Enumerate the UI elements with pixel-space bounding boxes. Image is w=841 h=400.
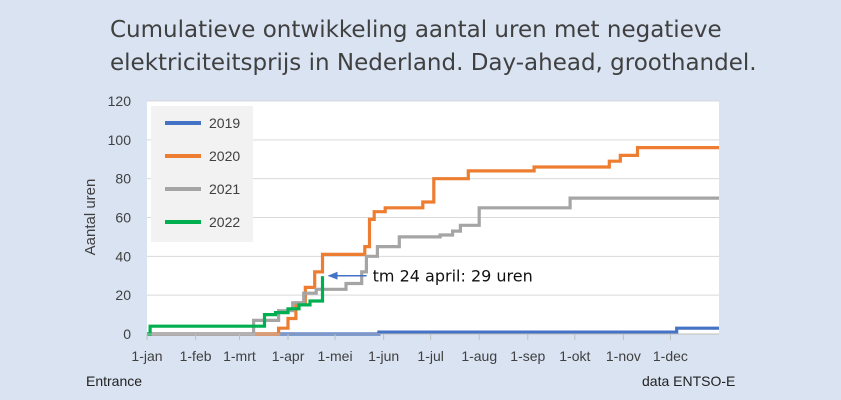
annotations: tm 24 april: 29 uren	[327, 267, 533, 286]
y-tick-label: 100	[108, 132, 132, 148]
legend-label-2019: 2019	[209, 115, 240, 131]
axes: 0 20 40 60 80 100 120 1-jan 1-feb 1-mrt 1-apr 1-mei…	[108, 93, 719, 364]
chart-title-line-2: elektriciteitsprijs in Nederland. Day-ah…	[110, 50, 757, 76]
legend-label-2022: 2022	[209, 214, 240, 230]
legend-label-2020: 2020	[209, 148, 240, 164]
footer-source-left: Entrance	[86, 373, 143, 389]
series-line-2022	[147, 276, 325, 336]
legend: 2019 2020 2021 2022	[151, 106, 253, 242]
annotation-text: tm 24 april: 29 uren	[373, 267, 533, 286]
y-tick-label: 120	[108, 93, 132, 109]
x-tick-label: 1-mrt	[223, 348, 256, 364]
y-tick-label: 40	[115, 248, 131, 264]
legend-box	[151, 106, 253, 242]
x-tick-label: 1-sep	[510, 348, 545, 364]
x-tick-label: 1-jan	[131, 348, 162, 364]
footer-source-right: data ENTSO-E	[642, 373, 736, 389]
x-tick-label: 1-mei	[318, 348, 353, 364]
y-tick-label: 80	[115, 171, 131, 187]
y-axis-title: Aantal uren	[82, 179, 99, 256]
x-tick-label: 1-aug	[461, 348, 497, 364]
legend-label-2021: 2021	[209, 181, 240, 197]
y-tick-label: 0	[123, 326, 131, 342]
x-tick-label: 1-jun	[368, 348, 399, 364]
series-line-2020	[147, 146, 719, 336]
chart-title: Cumulatieve ontwikkeling aantal uren met…	[110, 14, 810, 80]
x-tick-label: 1-feb	[180, 348, 212, 364]
x-tick-label: 1-okt	[559, 348, 590, 364]
y-tick-label: 60	[115, 210, 131, 226]
x-tick-label: 1-jul	[417, 348, 443, 364]
x-tick-label: 1-apr	[272, 348, 305, 364]
chart-title-line-1: Cumulatieve ontwikkeling aantal uren met…	[110, 17, 722, 43]
x-tick-label: 1-dec	[653, 348, 688, 364]
x-tick-label: 1-nov	[606, 348, 641, 364]
y-tick-label: 20	[115, 287, 131, 303]
